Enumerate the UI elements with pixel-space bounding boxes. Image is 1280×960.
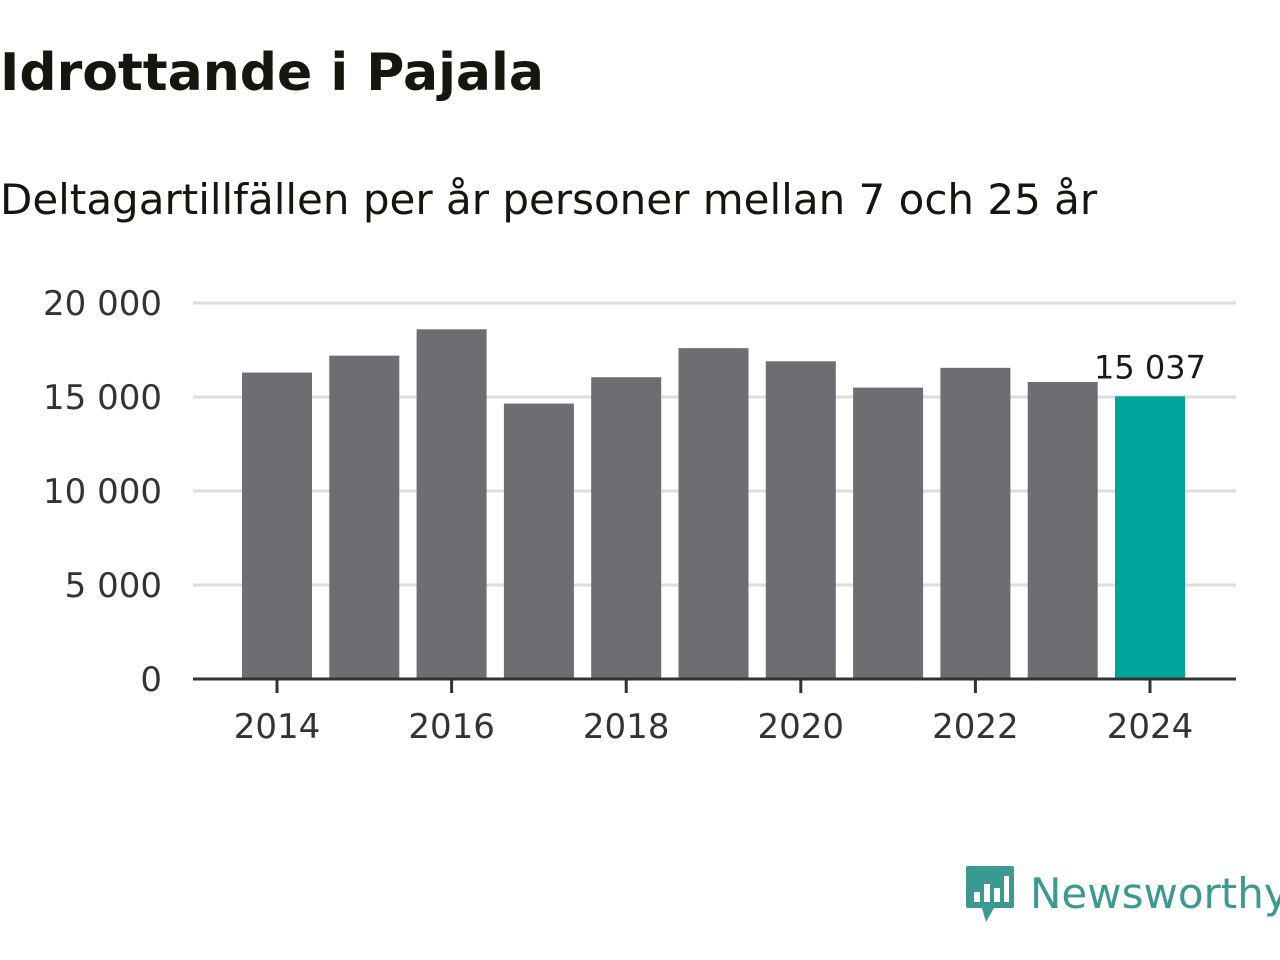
- chart-subtitle: Deltagartillfällen per år personer mella…: [0, 175, 1098, 224]
- bar: [329, 355, 400, 679]
- bar: [1027, 381, 1098, 679]
- newsworthy-logo: Newsworthy: [964, 864, 1280, 924]
- bar-highlight: [1115, 396, 1185, 679]
- bar: [242, 372, 312, 679]
- bar: [678, 348, 749, 679]
- newsworthy-logo-text: Newsworthy: [1030, 869, 1280, 918]
- y-tick-label: 10 000: [43, 472, 162, 512]
- bar-value-label: 15 037: [1094, 348, 1206, 386]
- x-tick-label: 2014: [234, 707, 321, 747]
- y-tick-label: 20 000: [43, 284, 162, 324]
- y-tick-label: 5 000: [65, 566, 162, 606]
- bar: [503, 403, 574, 679]
- chart-title: Idrottande i Pajala: [0, 43, 544, 103]
- bar: [765, 361, 836, 679]
- bar: [416, 329, 487, 679]
- x-tick-label: 2016: [408, 707, 495, 747]
- y-tick-label: 0: [140, 660, 162, 700]
- x-tick-label: 2018: [583, 707, 670, 747]
- x-tick-label: 2020: [758, 707, 845, 747]
- bar: [940, 367, 1011, 679]
- bar: [853, 387, 924, 679]
- y-tick-label: 15 000: [43, 378, 162, 418]
- bar: [591, 377, 662, 679]
- x-tick-label: 2024: [1107, 707, 1194, 747]
- newsworthy-logo-icon: [966, 866, 1014, 922]
- x-tick-label: 2022: [932, 707, 1019, 747]
